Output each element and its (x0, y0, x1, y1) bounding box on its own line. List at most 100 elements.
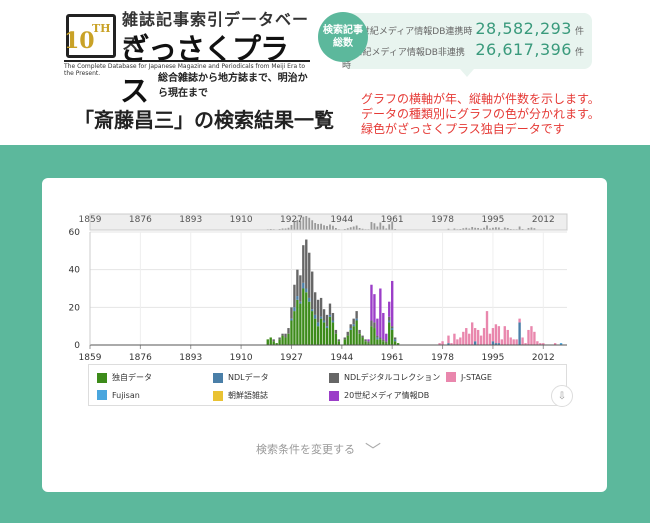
change-search-toggle[interactable]: 検索条件を変更する ﹀ (256, 437, 381, 461)
navigator-bar (385, 228, 388, 230)
legend-item[interactable]: 朝鮮語雑誌 (213, 390, 268, 401)
bar-segment (284, 333, 287, 338)
bar-segment (488, 333, 492, 345)
bar-segment (305, 288, 308, 293)
note-line: グラフの横軸が年、縦軸が件数を示します。 (361, 92, 600, 106)
legend-item[interactable]: 20世紀メディア情報DB (329, 390, 429, 401)
bar-segment (456, 339, 459, 345)
legend-item[interactable]: NDLデータ (213, 372, 269, 383)
navigator-track (90, 214, 567, 230)
bar-segment (302, 245, 305, 283)
bar-segment (352, 318, 355, 325)
navigator-bar (379, 222, 382, 230)
navigator-bar (352, 226, 355, 230)
navigator-bar (332, 225, 334, 230)
legend-label: 20世紀メディア情報DB (344, 391, 430, 400)
bar-segment (278, 337, 281, 340)
bar-segment (319, 316, 323, 319)
x-tick-label: 1893 (179, 353, 202, 363)
navigator-bar (305, 216, 308, 230)
total-count-panel: 20世紀メディア情報DB連携時 28,582,293 件 20世紀メディア情報D… (342, 13, 592, 77)
legend-item[interactable]: Fujisan (97, 390, 140, 400)
bar-segment (385, 343, 388, 345)
bar-segment (503, 326, 506, 345)
download-icon: ⇩ (557, 390, 567, 402)
count-row-linked: 20世紀メディア情報DB連携時 28,582,293 件 (349, 19, 584, 38)
x-tick-label: 1944 (330, 353, 353, 363)
count-row-unlinked: 20世紀メディア情報DB非連携時 26,617,396 件 (342, 40, 584, 71)
bar-segment (293, 284, 296, 308)
bar-segment (355, 311, 358, 319)
legend-swatch (97, 372, 107, 383)
change-search-label: 検索条件を変更する (256, 443, 355, 456)
site-logo[interactable]: 10 TH 雑誌記事索引データベース ざっさくプラス The Complete … (62, 6, 310, 108)
bar-segment (376, 318, 379, 336)
navigator-bar (527, 228, 530, 230)
x-tick-label: 1978 (431, 353, 454, 363)
page-title: 「斎藤昌三」の検索結果一覧 (74, 108, 334, 132)
bar-segment (346, 335, 349, 345)
y-tick-label: 0 (74, 341, 80, 351)
navigator-bar (326, 226, 328, 230)
bar-segment (385, 333, 388, 342)
bar-segment (313, 314, 317, 319)
bar-segment (352, 326, 355, 345)
legend-item[interactable]: J-STAGE (446, 372, 492, 382)
navigator-bar (503, 227, 506, 230)
navigator-bar (447, 228, 450, 230)
emblem-th: TH (92, 22, 111, 35)
count-label: 20世紀メディア情報DB非連携時 (342, 48, 465, 71)
range-navigator[interactable]: 1859 1876 1893 1910 1927 1944 1961 1978 1995 2012 (79, 213, 568, 231)
emblem-ten: 10 (64, 28, 95, 54)
navigator-bar (486, 225, 488, 230)
bar-segment (334, 333, 338, 345)
bar-segment (468, 333, 471, 345)
bar-segment (382, 341, 385, 345)
bar-segment (518, 318, 521, 323)
bar-segment (337, 341, 341, 345)
bar-segment (361, 335, 364, 338)
bar-segment (388, 301, 391, 317)
chart-legend: 独自データ NDLデータ NDLデジタルコレクション J-STAGE Fujisan 朝鮮… (88, 364, 567, 406)
bar-segment (491, 341, 495, 345)
bar-segment (316, 326, 320, 345)
bar-segment (331, 320, 335, 323)
legend-label: NDLデータ (228, 373, 269, 382)
bar-segment (328, 303, 332, 315)
bar-segment (322, 309, 326, 321)
bar-segment (302, 288, 305, 345)
bar-segment (334, 329, 338, 334)
bar-segment (349, 328, 352, 330)
navigator-bar (492, 227, 494, 230)
bar-segment (494, 324, 498, 344)
bar-segment (465, 328, 468, 345)
y-tick-label: 40 (69, 266, 81, 276)
badge-line-2: 総数 (333, 38, 353, 49)
legend-item[interactable]: NDLデジタルコレクション (329, 372, 440, 383)
legend-swatch (213, 390, 223, 401)
book-icon (66, 14, 116, 58)
site-header: 10 TH 雑誌記事索引データベース ざっさくプラス The Complete … (0, 0, 650, 145)
download-button[interactable]: ⇩ (551, 385, 573, 407)
bar-segment (379, 339, 382, 345)
navigator-bar (494, 227, 497, 230)
bar-segment (527, 329, 530, 345)
bar-segment (343, 337, 346, 340)
legend-item[interactable]: 独自データ (97, 372, 152, 383)
bar-segment (393, 337, 397, 340)
navigator-bar (317, 224, 320, 230)
bar-segment (453, 333, 456, 345)
count-unit: 件 (574, 27, 584, 37)
legend-label: Fujisan (112, 390, 140, 400)
bar-segment (316, 299, 320, 323)
x-tick-label: 1927 (280, 353, 303, 363)
chevron-down-icon: ﹀ (365, 441, 382, 460)
navigator-bar (483, 227, 485, 230)
bar-segment (379, 288, 382, 338)
legend-label: 独自データ (112, 373, 152, 382)
bar-segment (311, 311, 314, 345)
bar-segment (521, 337, 524, 345)
navigator-tick-label: 1944 (330, 215, 353, 225)
legend-label: J-STAGE (461, 372, 492, 382)
